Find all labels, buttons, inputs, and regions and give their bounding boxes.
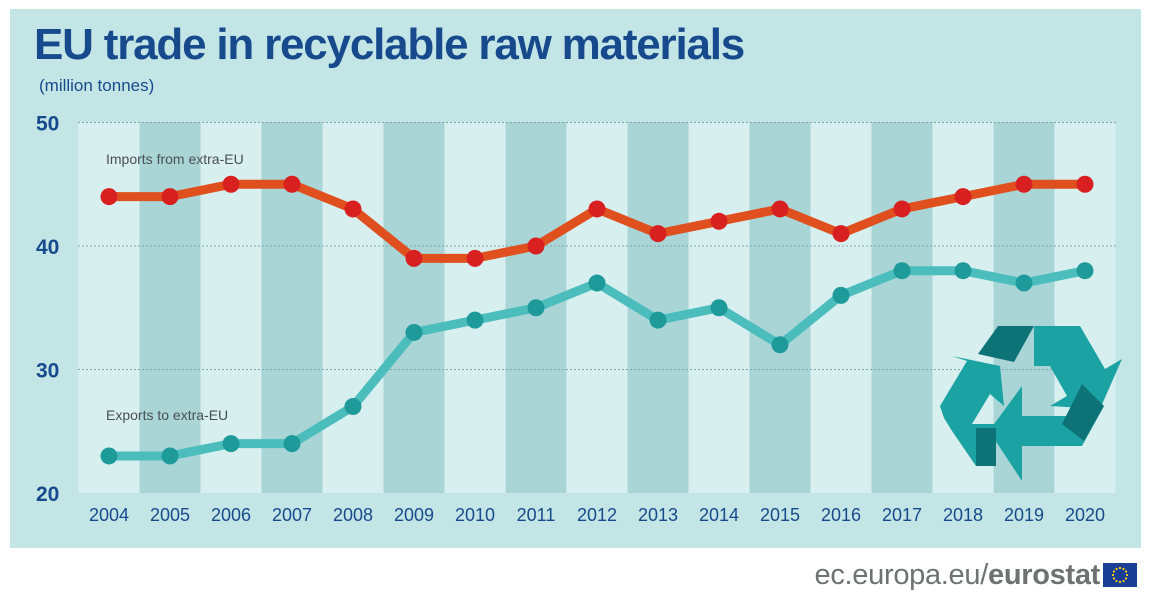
series-exports-to-extra-eu: Exports to extra-EU (100, 262, 1094, 465)
data-point-exports-to-extra-eu-2011 (527, 299, 545, 317)
flag-star (1111, 573, 1115, 577)
flag-star (1124, 577, 1128, 580)
data-point-exports-to-extra-eu-2004 (100, 447, 118, 465)
x-tick-label: 2018 (943, 505, 983, 525)
year-band-2008 (322, 122, 384, 493)
x-tick-label: 2015 (760, 505, 800, 525)
x-tick-label: 2016 (821, 505, 861, 525)
recycle-arrow-top-light (1034, 326, 1122, 409)
year-band-2004 (78, 122, 140, 493)
flag-star (1118, 566, 1122, 570)
data-point-imports-from-extra-eu-2013 (649, 225, 667, 243)
flag-star (1122, 579, 1125, 583)
flag-star (1122, 567, 1125, 571)
x-tick-label: 2011 (517, 505, 556, 525)
flag-star (1125, 573, 1129, 577)
x-tick-label: 2014 (699, 505, 739, 525)
data-point-imports-from-extra-eu-2015 (771, 200, 789, 218)
series-imports-from-extra-eu: Imports from extra-EU (100, 151, 1094, 267)
x-tick-label: 2020 (1065, 505, 1105, 525)
chart-title: EU trade in recyclable raw materials (34, 20, 745, 69)
footer-credit: ec.europa.eu/eurostat (815, 558, 1137, 592)
y-tick-label: 40 (36, 236, 59, 259)
data-point-imports-from-extra-eu-2014 (710, 212, 728, 230)
data-point-imports-from-extra-eu-2012 (588, 200, 606, 218)
series-label-imports-from-extra-eu: Imports from extra-EU (106, 151, 244, 167)
y-tick-label: 50 (36, 113, 59, 136)
recycle-icon (940, 326, 1122, 481)
year-band-2012 (566, 122, 628, 493)
data-point-exports-to-extra-eu-2009 (405, 323, 423, 341)
data-point-imports-from-extra-eu-2016 (832, 225, 850, 243)
data-point-exports-to-extra-eu-2006 (222, 435, 240, 453)
year-band-2015 (749, 122, 811, 493)
gridlines (78, 122, 1118, 370)
data-point-exports-to-extra-eu-2005 (161, 447, 179, 465)
data-point-exports-to-extra-eu-2008 (344, 398, 362, 416)
recycle-arrow-top-dark (978, 326, 1034, 362)
data-point-exports-to-extra-eu-2019 (1015, 274, 1033, 292)
data-point-imports-from-extra-eu-2018 (954, 188, 972, 206)
recycle-arrow-right-dark (1062, 384, 1104, 441)
x-tick-label: 2013 (638, 505, 678, 525)
series-layer: Imports from extra-EU Exports to extra-EU (100, 151, 1094, 465)
data-point-exports-to-extra-eu-2012 (588, 274, 606, 292)
footer-url: ec.europa.eu/ (814, 558, 989, 591)
flag-star (1115, 567, 1118, 571)
data-point-exports-to-extra-eu-2007 (283, 435, 301, 453)
data-point-imports-from-extra-eu-2004 (100, 188, 118, 206)
flag-star (1112, 570, 1116, 573)
year-band-2010 (444, 122, 506, 493)
y-axis: 20 30 40 50 (36, 113, 59, 507)
data-point-imports-from-extra-eu-2019 (1015, 175, 1033, 193)
x-tick-label: 2017 (882, 505, 922, 525)
data-point-imports-from-extra-eu-2010 (466, 249, 484, 267)
x-tick-label: 2006 (211, 505, 251, 525)
data-point-imports-from-extra-eu-2017 (893, 200, 911, 218)
y-tick-label: 20 (36, 483, 59, 506)
data-point-imports-from-extra-eu-2009 (405, 249, 423, 267)
series-label-exports-to-extra-eu: Exports to extra-EU (106, 407, 228, 423)
year-band-2005 (139, 122, 201, 493)
data-point-exports-to-extra-eu-2014 (710, 299, 728, 317)
recycle-arrow-left-dark (976, 428, 996, 466)
data-point-exports-to-extra-eu-2013 (649, 311, 667, 329)
x-axis: 2004 2005 2006 2007 2008 2009 2010 2011 2012 2013… (89, 505, 1105, 525)
x-tick-label: 2019 (1004, 505, 1044, 525)
x-tick-label: 2005 (150, 505, 190, 525)
data-point-imports-from-extra-eu-2005 (161, 188, 179, 206)
data-point-exports-to-extra-eu-2010 (466, 311, 484, 329)
flag-star (1115, 579, 1118, 583)
x-tick-label: 2004 (89, 505, 129, 525)
data-point-imports-from-extra-eu-2007 (283, 175, 301, 193)
flag-star (1112, 577, 1116, 580)
flag-star (1124, 570, 1128, 573)
footer-brand: eurostat (987, 558, 1100, 591)
x-tick-label: 2012 (577, 505, 617, 525)
flag-star (1118, 580, 1122, 584)
data-point-exports-to-extra-eu-2018 (954, 262, 972, 280)
data-point-imports-from-extra-eu-2006 (222, 175, 240, 193)
y-tick-label: 30 (36, 360, 59, 383)
data-point-exports-to-extra-eu-2020 (1076, 262, 1094, 280)
data-point-exports-to-extra-eu-2015 (771, 336, 789, 354)
x-tick-label: 2009 (394, 505, 434, 525)
data-point-exports-to-extra-eu-2016 (832, 286, 850, 304)
year-band-2017 (871, 122, 933, 493)
year-band-2009 (383, 122, 445, 493)
data-point-imports-from-extra-eu-2011 (527, 237, 545, 255)
x-tick-label: 2010 (455, 505, 495, 525)
chart-subtitle: (million tonnes) (39, 76, 155, 95)
x-tick-label: 2008 (333, 505, 373, 525)
x-tick-label: 2007 (272, 505, 312, 525)
data-point-imports-from-extra-eu-2020 (1076, 175, 1094, 193)
data-point-imports-from-extra-eu-2008 (344, 200, 362, 218)
recycle-arrow-right-light (989, 386, 1104, 481)
data-point-exports-to-extra-eu-2017 (893, 262, 911, 280)
eu-flag-icon (1103, 563, 1137, 587)
